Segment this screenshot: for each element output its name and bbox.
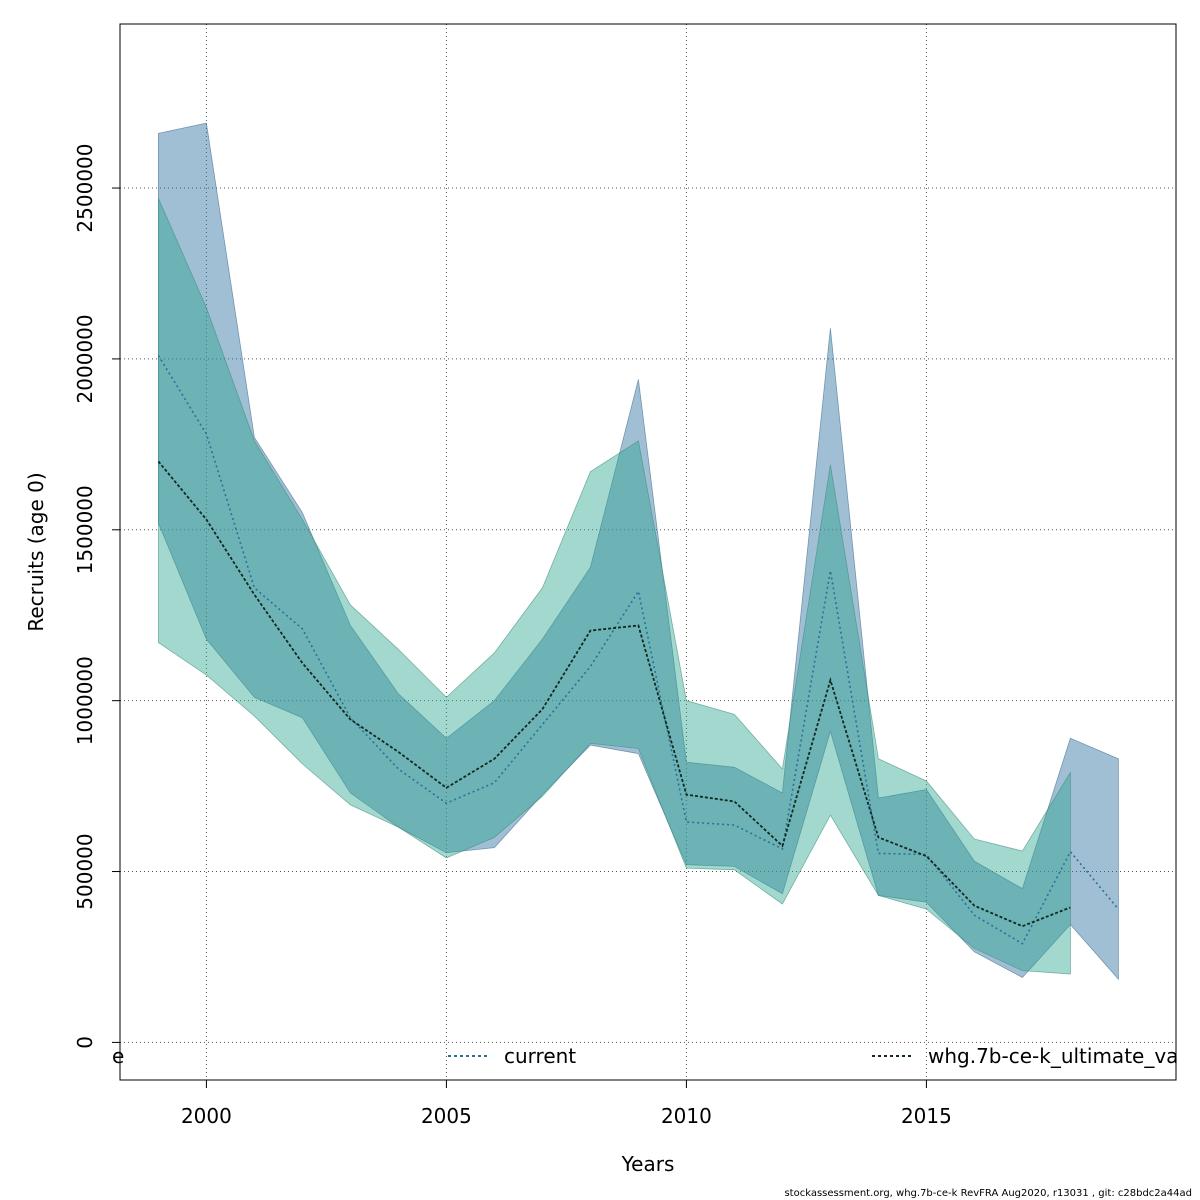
- confidence-bands: [157, 122, 1119, 981]
- band-current: [157, 122, 1119, 981]
- x-tick-label: 2005: [421, 1104, 472, 1128]
- legend-entry-current: current: [504, 1044, 576, 1068]
- legend: e current whg.7b-ce-k_ultimate_va: [112, 1044, 1178, 1068]
- y-tick-label: 2000000: [73, 314, 97, 403]
- legend-entry-ultimate: whg.7b-ce-k_ultimate_va: [928, 1044, 1178, 1068]
- y-tick-label: 1500000: [73, 485, 97, 574]
- y-tick-label: 1000000: [73, 656, 97, 745]
- axis-ticks: 2000 2005 2010 2015 0 500000 1000000 1500000 200…: [73, 143, 952, 1128]
- y-axis-title: Recruits (age 0): [24, 472, 48, 631]
- series-lines: [157, 355, 1120, 945]
- x-tick-label: 2010: [661, 1104, 712, 1128]
- x-tick-label: 2000: [181, 1104, 232, 1128]
- x-axis-title: Years: [621, 1152, 675, 1176]
- y-tick-label: 2500000: [73, 143, 97, 232]
- band-ultimate: [157, 198, 1071, 975]
- grid-lines: [120, 24, 1176, 1080]
- footer-credit: stockassessment.org, whg.7b-ce-k RevFRA …: [784, 1188, 1192, 1199]
- x-tick-label: 2015: [901, 1104, 952, 1128]
- legend-entry-clipped: e: [112, 1044, 124, 1068]
- plot-frame: [119, 23, 1177, 1081]
- y-tick-label: 500000: [73, 833, 97, 909]
- y-tick-label: 0: [73, 1036, 97, 1049]
- series-line-ultimate: [157, 460, 1071, 928]
